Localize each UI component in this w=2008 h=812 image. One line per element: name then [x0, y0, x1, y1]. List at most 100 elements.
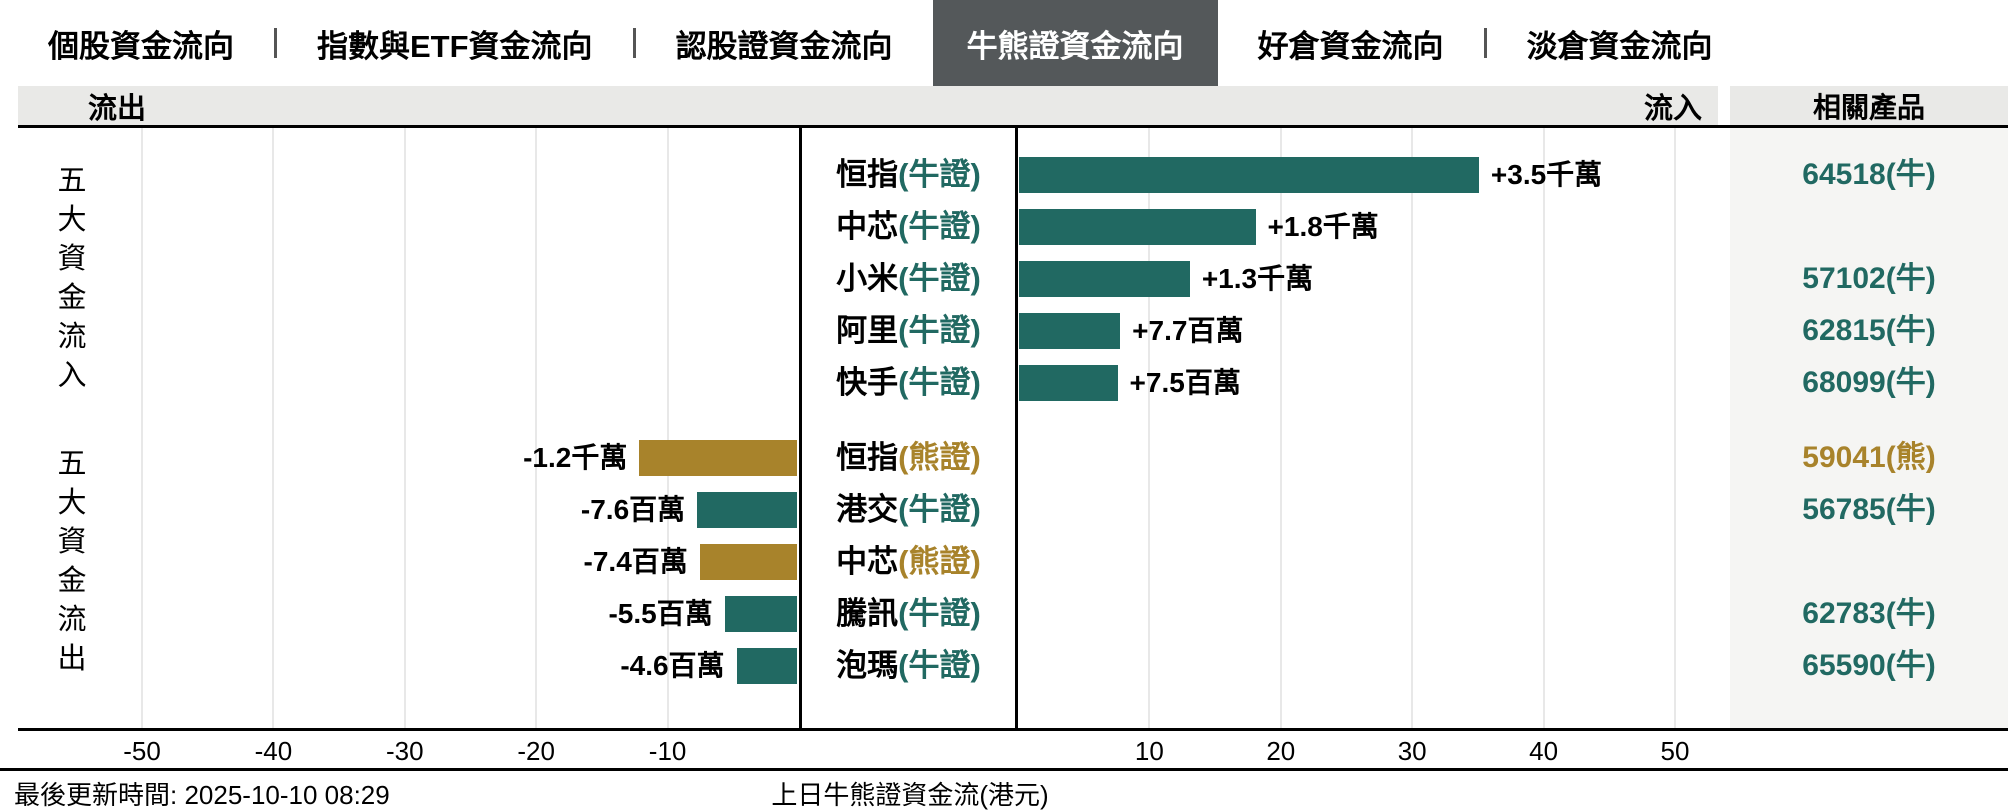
row-stock-name: 騰訊 [836, 596, 899, 631]
axis-tick: 50 [1660, 736, 1690, 766]
related-product-code[interactable]: 62815(牛) [1802, 314, 1936, 347]
axis-tick: -40 [254, 736, 293, 766]
related-product-code[interactable]: 65590(牛) [1802, 649, 1936, 682]
chart-title: 上日牛熊證資金流(港元) [771, 780, 1049, 810]
related-products-column-background [1730, 128, 2008, 728]
row-label: 騰訊(牛證) [799, 594, 1018, 634]
row-label: 中芯(熊證) [799, 542, 1018, 582]
gridline [666, 128, 669, 728]
row-cert-type: (牛證) [898, 209, 981, 244]
related-product-code[interactable]: 68099(牛) [1802, 366, 1936, 399]
axis-tick: -30 [386, 736, 424, 766]
tab-warrant-flow[interactable]: 認股證資金流向 [675, 28, 893, 64]
tab-long-flow[interactable]: 好倉資金流向 [1257, 28, 1444, 64]
row-cert-type: (牛證) [898, 313, 981, 348]
tab-cbbc-flow[interactable]: 牛熊證資金流向 [932, 0, 1218, 86]
tab-bar: 個股資金流向 指數與ETF資金流向 認股證資金流向 牛熊證資金流向 好倉資金流向 淡倉資金… [8, 0, 1753, 86]
related-products-header: 相關產品 [1730, 86, 2008, 125]
row-label: 快手(牛證) [799, 363, 1018, 403]
flow-bar [1019, 261, 1190, 297]
tab-divider-line [632, 28, 636, 58]
group-label-char: 資 [57, 243, 87, 275]
gridline [403, 128, 406, 728]
row-stock-name: 港交 [836, 492, 899, 527]
group-label-char: 資 [57, 526, 87, 558]
group-label-char: 出 [57, 643, 87, 675]
footer-divider-line [0, 768, 2008, 771]
related-product-code[interactable]: 64518(牛) [1802, 158, 1936, 191]
group-label-char: 流 [57, 604, 87, 636]
inflow-group-label: 五大資金流入 [50, 162, 94, 396]
axis-tick: 10 [1134, 736, 1164, 766]
row-cert-type: (牛證) [898, 261, 981, 296]
tab-short-flow[interactable]: 淡倉資金流向 [1526, 28, 1713, 64]
gridline [535, 128, 538, 728]
related-product-code[interactable]: 59041(熊) [1802, 441, 1936, 474]
row-cert-type: (牛證) [898, 648, 981, 683]
chart-header-bar: 流出 流入 [18, 86, 1718, 125]
flow-value-label: +1.8千萬 [1267, 211, 1379, 242]
row-stock-name: 中芯 [836, 209, 899, 244]
tab-divider-line [274, 28, 277, 58]
row-cert-type: (牛證) [898, 596, 981, 631]
outflow-group-label: 五大資金流出 [50, 445, 94, 679]
axis-tick: -10 [648, 736, 687, 766]
row-cert-type: (牛證) [898, 365, 981, 400]
row-label: 小米(牛證) [799, 259, 1018, 299]
flow-value-label: -4.6百萬 [620, 650, 725, 681]
flow-bar [736, 648, 797, 684]
gridline [1279, 128, 1282, 728]
row-stock-name: 中芯 [836, 544, 899, 579]
row-label-column [799, 128, 1018, 728]
row-stock-name: 小米 [836, 261, 899, 296]
row-stock-name: 快手 [836, 365, 899, 400]
axis-tick: -50 [123, 736, 161, 766]
tab-index-etf-flow[interactable]: 指數與ETF資金流向 [317, 28, 593, 64]
axis-tick: 20 [1266, 736, 1296, 766]
gridline [1148, 128, 1151, 728]
row-stock-name: 恒指 [836, 157, 899, 192]
related-product-code[interactable]: 56785(牛) [1802, 493, 1936, 526]
group-label-char: 大 [57, 204, 87, 236]
flow-value-label: -7.6百萬 [580, 494, 686, 525]
row-stock-name: 阿里 [836, 313, 899, 348]
flow-value-label: -1.2千萬 [523, 442, 628, 473]
row-label: 泡瑪(牛證) [799, 646, 1018, 686]
row-label: 中芯(牛證) [799, 207, 1018, 247]
row-stock-name: 泡瑪 [836, 648, 899, 683]
row-cert-type: (牛證) [898, 492, 981, 527]
related-product-code[interactable]: 62783(牛) [1802, 597, 1936, 630]
row-label: 恒指(熊證) [799, 438, 1018, 478]
related-product-code[interactable]: 57102(牛) [1802, 262, 1936, 295]
flow-value-label: +3.5千萬 [1490, 159, 1603, 190]
tab-stock-flow[interactable]: 個股資金流向 [48, 28, 234, 64]
header-divider-line [18, 125, 2008, 128]
x-axis-line [18, 728, 2008, 731]
flow-bar [1019, 209, 1256, 245]
flow-value-label: +7.7百萬 [1132, 315, 1244, 346]
axis-tick: 30 [1397, 736, 1427, 766]
group-label-char: 金 [57, 282, 87, 314]
inflow-header-label: 流入 [1643, 92, 1702, 125]
group-label-char: 入 [57, 360, 87, 392]
tab-divider [1483, 0, 1487, 86]
flow-bar [1019, 365, 1118, 401]
flow-value-label: +7.5百萬 [1129, 367, 1241, 398]
flow-value-label: -7.4百萬 [583, 546, 688, 577]
row-stock-name: 恒指 [836, 440, 899, 475]
gridline [141, 128, 143, 728]
flow-bar [1019, 157, 1479, 193]
axis-tick: 40 [1529, 736, 1559, 766]
row-cert-type: (熊證) [898, 440, 981, 475]
group-label-char: 五 [57, 448, 87, 480]
tab-divider-line [1483, 28, 1487, 58]
row-label: 港交(牛證) [799, 490, 1018, 530]
row-cert-type: (牛證) [898, 157, 981, 192]
flow-bar [699, 544, 797, 580]
gridline [272, 128, 275, 728]
row-label: 阿里(牛證) [799, 311, 1018, 351]
group-label-char: 流 [57, 321, 87, 353]
group-label-char: 金 [57, 565, 87, 597]
flow-value-label: -5.5百萬 [608, 598, 713, 629]
flow-bar [1019, 313, 1121, 349]
